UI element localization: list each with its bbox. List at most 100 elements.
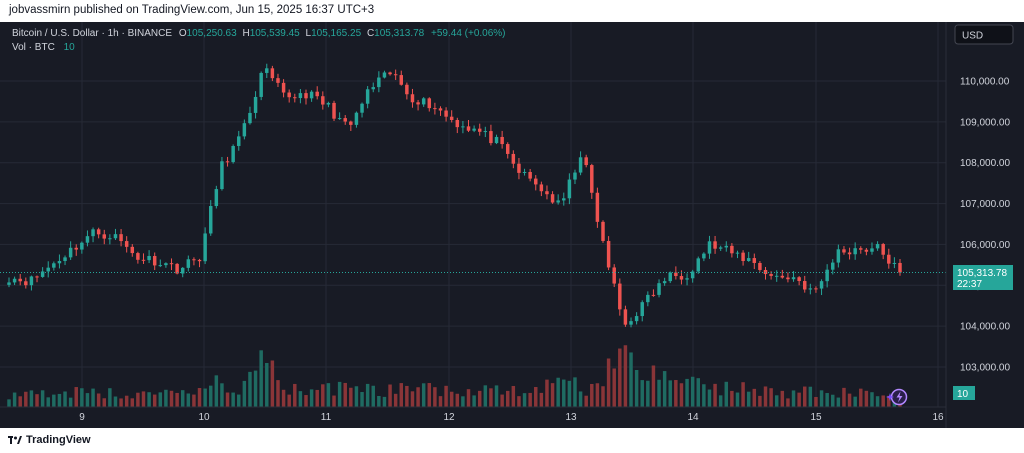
- volume-bar: [489, 388, 493, 407]
- candle: [651, 289, 656, 297]
- volume-bar: [679, 383, 684, 407]
- current-price-value: 105,313.78: [957, 268, 1007, 279]
- candle: [102, 229, 107, 245]
- candlestick-chart[interactable]: 103,000.00104,000.00105,000.00106,000.00…: [0, 22, 1024, 428]
- volume-bar: [382, 396, 387, 407]
- volume-bar: [718, 395, 723, 407]
- volume-bar: [634, 369, 639, 407]
- candle: [332, 100, 336, 122]
- candle: [601, 220, 605, 243]
- volume-bar: [702, 384, 706, 407]
- candle: [584, 154, 588, 168]
- volume-bar: [780, 390, 785, 407]
- volume-bar: [522, 393, 527, 407]
- volume-bar: [606, 358, 611, 407]
- tradingview-logo-icon: [8, 436, 22, 444]
- candle: [108, 234, 112, 245]
- candle: [881, 242, 885, 260]
- volume-bar: [242, 380, 247, 407]
- legend-line: Bitcoin / U.S. Dollar · 1h · BINANCE O10…: [12, 28, 506, 39]
- price-axis[interactable]: 103,000.00104,000.00105,000.00106,000.00…: [945, 22, 1010, 428]
- candle: [713, 235, 717, 254]
- volume-bar: [253, 370, 258, 407]
- volume-bar: [741, 382, 745, 407]
- volume-bar: [169, 390, 174, 407]
- candle: [136, 251, 140, 264]
- volume-bar: [584, 395, 588, 407]
- time-tick-label: 14: [687, 412, 699, 423]
- candle: [147, 250, 151, 264]
- candle: [259, 71, 263, 101]
- candle: [225, 156, 230, 167]
- candle: [399, 70, 404, 86]
- brand-name: TradingView: [26, 434, 91, 446]
- candle: [326, 101, 331, 108]
- volume-bar: [410, 391, 415, 407]
- candle: [365, 86, 370, 109]
- candle: [24, 277, 28, 289]
- volume-bar: [696, 378, 701, 407]
- volume-bar: [259, 350, 263, 407]
- volume-bar: [534, 387, 538, 407]
- volume-bar: [74, 387, 78, 407]
- candle: [892, 257, 897, 269]
- volume-bar: [433, 387, 437, 407]
- volume-bar: [786, 398, 790, 407]
- volume-bar: [24, 391, 28, 407]
- candle: [421, 97, 426, 107]
- candle: [293, 93, 297, 103]
- volume-bar: [85, 393, 90, 407]
- volume-bar: [287, 394, 291, 407]
- candle: [590, 163, 594, 199]
- candle: [214, 185, 219, 209]
- candle: [522, 168, 527, 176]
- volume-bar: [270, 360, 275, 407]
- candle: [802, 275, 807, 293]
- candle: [18, 273, 22, 286]
- volume-bar: [354, 386, 359, 407]
- candle: [640, 300, 644, 322]
- grid-lines: [0, 22, 946, 407]
- volume-bar: [528, 392, 532, 407]
- legend-vol-value: 10: [64, 42, 76, 53]
- volume-bar: [455, 393, 460, 407]
- volume-bar: [438, 396, 443, 407]
- candle: [573, 169, 577, 185]
- candle: [449, 110, 454, 123]
- candle: [231, 144, 235, 164]
- volume-bar: [377, 395, 381, 407]
- chart-frame[interactable]: 103,000.00104,000.00105,000.00106,000.00…: [0, 22, 1024, 428]
- time-tick-label: 9: [79, 412, 85, 423]
- volume-bar: [164, 389, 168, 407]
- volume-bar: [842, 387, 846, 407]
- volume-bar: [887, 395, 891, 407]
- candle: [494, 134, 499, 145]
- candle: [477, 123, 482, 136]
- volume-bar: [500, 394, 504, 407]
- volume-bar: [746, 391, 751, 407]
- candle: [466, 119, 471, 133]
- candle: [315, 86, 319, 100]
- candle: [646, 291, 650, 307]
- publish-info: jobvassmirn published on TradingView.com…: [9, 4, 375, 16]
- legend-vol-label: Vol · BTC: [12, 42, 55, 53]
- candle: [735, 250, 740, 259]
- candle: [35, 275, 39, 283]
- volume-bar: [505, 390, 510, 407]
- currency-label[interactable]: USD: [962, 31, 983, 42]
- candle: [68, 241, 73, 260]
- candle: [253, 91, 258, 119]
- legend-high-label: H: [242, 28, 249, 39]
- legend-close-label: C: [367, 28, 374, 39]
- candle: [505, 142, 510, 159]
- candle: [203, 227, 207, 265]
- volume-bar: [147, 392, 151, 407]
- candle: [52, 261, 56, 271]
- time-axis[interactable]: 9 10 11 12 13 14 15 16: [0, 406, 946, 423]
- volume-bar: [220, 383, 224, 407]
- volume-bar: [225, 392, 230, 407]
- currency-button[interactable]: USD: [954, 24, 1014, 45]
- candle: [124, 236, 129, 253]
- volume-bar: [612, 368, 616, 407]
- tradingview-brand[interactable]: TradingView: [8, 434, 91, 446]
